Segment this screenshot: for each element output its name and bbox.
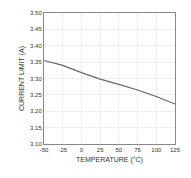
- svg-text:3.35: 3.35: [30, 59, 42, 65]
- svg-text:CURRENT LIMIT (A): CURRENT LIMIT (A): [18, 46, 26, 111]
- svg-text:50: 50: [116, 147, 123, 153]
- svg-text:3.30: 3.30: [30, 76, 42, 82]
- svg-text:3.10: 3.10: [30, 141, 42, 147]
- svg-text:-50: -50: [40, 147, 49, 153]
- svg-text:-25: -25: [58, 147, 67, 153]
- svg-text:75: 75: [134, 147, 141, 153]
- svg-text:3.45: 3.45: [30, 26, 42, 32]
- svg-text:3.15: 3.15: [30, 125, 42, 131]
- svg-text:3.20: 3.20: [30, 108, 42, 114]
- svg-text:25: 25: [97, 147, 104, 153]
- svg-text:3.50: 3.50: [30, 10, 42, 16]
- svg-text:TEMPERATURE (°C): TEMPERATURE (°C): [76, 156, 143, 164]
- svg-text:3.40: 3.40: [30, 43, 42, 49]
- svg-text:0: 0: [80, 147, 84, 153]
- svg-text:125: 125: [170, 147, 181, 153]
- svg-text:3.25: 3.25: [30, 92, 42, 98]
- svg-text:100: 100: [151, 147, 162, 153]
